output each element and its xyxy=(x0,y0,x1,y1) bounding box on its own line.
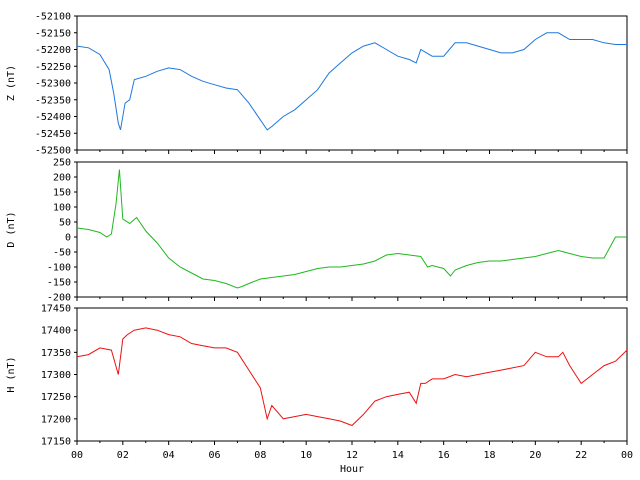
y-tick-label-h: 17150 xyxy=(41,437,71,448)
y-tick-label-d: 200 xyxy=(53,173,71,184)
y-tick-label-h: 17450 xyxy=(41,304,71,315)
panel-frame-z xyxy=(76,15,628,151)
series-line-h xyxy=(76,327,628,427)
x-tick-label: 08 xyxy=(254,450,266,461)
y-tick-label-h: 17400 xyxy=(41,326,71,337)
y-tick-label-z: -52200 xyxy=(35,45,71,56)
x-tick-label: 12 xyxy=(346,450,358,461)
y-tick-label-z: -52300 xyxy=(35,79,71,90)
y-axis-title-d: D (nT) xyxy=(6,211,17,247)
series-line-d xyxy=(76,169,627,289)
y-axis-title-z: Z (nT) xyxy=(6,65,17,101)
y-tick-label-z: -52400 xyxy=(35,112,71,123)
y-tick-label-z: -52250 xyxy=(35,62,71,73)
x-tick-label: 00 xyxy=(621,450,633,461)
y-tick-label-d: -50 xyxy=(53,248,71,259)
y-tick-label-d: 0 xyxy=(65,233,71,244)
y-tick-label-z: -52350 xyxy=(35,95,71,106)
y-tick-label-d: -100 xyxy=(47,263,71,274)
y-tick-label-d: -200 xyxy=(47,293,71,304)
y-tick-label-h: 17250 xyxy=(41,392,71,403)
panel-frame-h xyxy=(76,307,628,442)
y-tick-label-d: 100 xyxy=(53,203,71,214)
x-tick-label: 14 xyxy=(392,450,404,461)
y-tick-label-z: -52450 xyxy=(35,129,71,140)
x-tick-label: 22 xyxy=(575,450,587,461)
x-tick-label: 02 xyxy=(117,450,129,461)
panel-frame-d xyxy=(76,161,628,298)
x-tick-label: 06 xyxy=(208,450,220,461)
x-tick-label: 10 xyxy=(300,450,312,461)
y-tick-label-d: 50 xyxy=(59,218,71,229)
y-tick-label-z: -52150 xyxy=(35,28,71,39)
x-tick-label: 18 xyxy=(483,450,495,461)
x-axis-title: Hour xyxy=(340,464,364,475)
y-tick-label-z: -52500 xyxy=(35,146,71,157)
series-line-z xyxy=(76,32,627,131)
x-tick-label: 20 xyxy=(529,450,541,461)
y-tick-label-h: 17200 xyxy=(41,414,71,425)
y-tick-label-z: -52100 xyxy=(35,12,71,23)
y-tick-label-h: 17300 xyxy=(41,370,71,381)
x-tick-label: 16 xyxy=(438,450,450,461)
y-axis-title-h: H (nT) xyxy=(6,356,17,392)
y-tick-label-d: -150 xyxy=(47,278,71,289)
x-tick-label: 00 xyxy=(71,450,83,461)
y-tick-label-d: 150 xyxy=(53,188,71,199)
y-tick-label-d: 250 xyxy=(53,158,71,169)
x-tick-label: 04 xyxy=(163,450,175,461)
y-tick-label-h: 17350 xyxy=(41,348,71,359)
